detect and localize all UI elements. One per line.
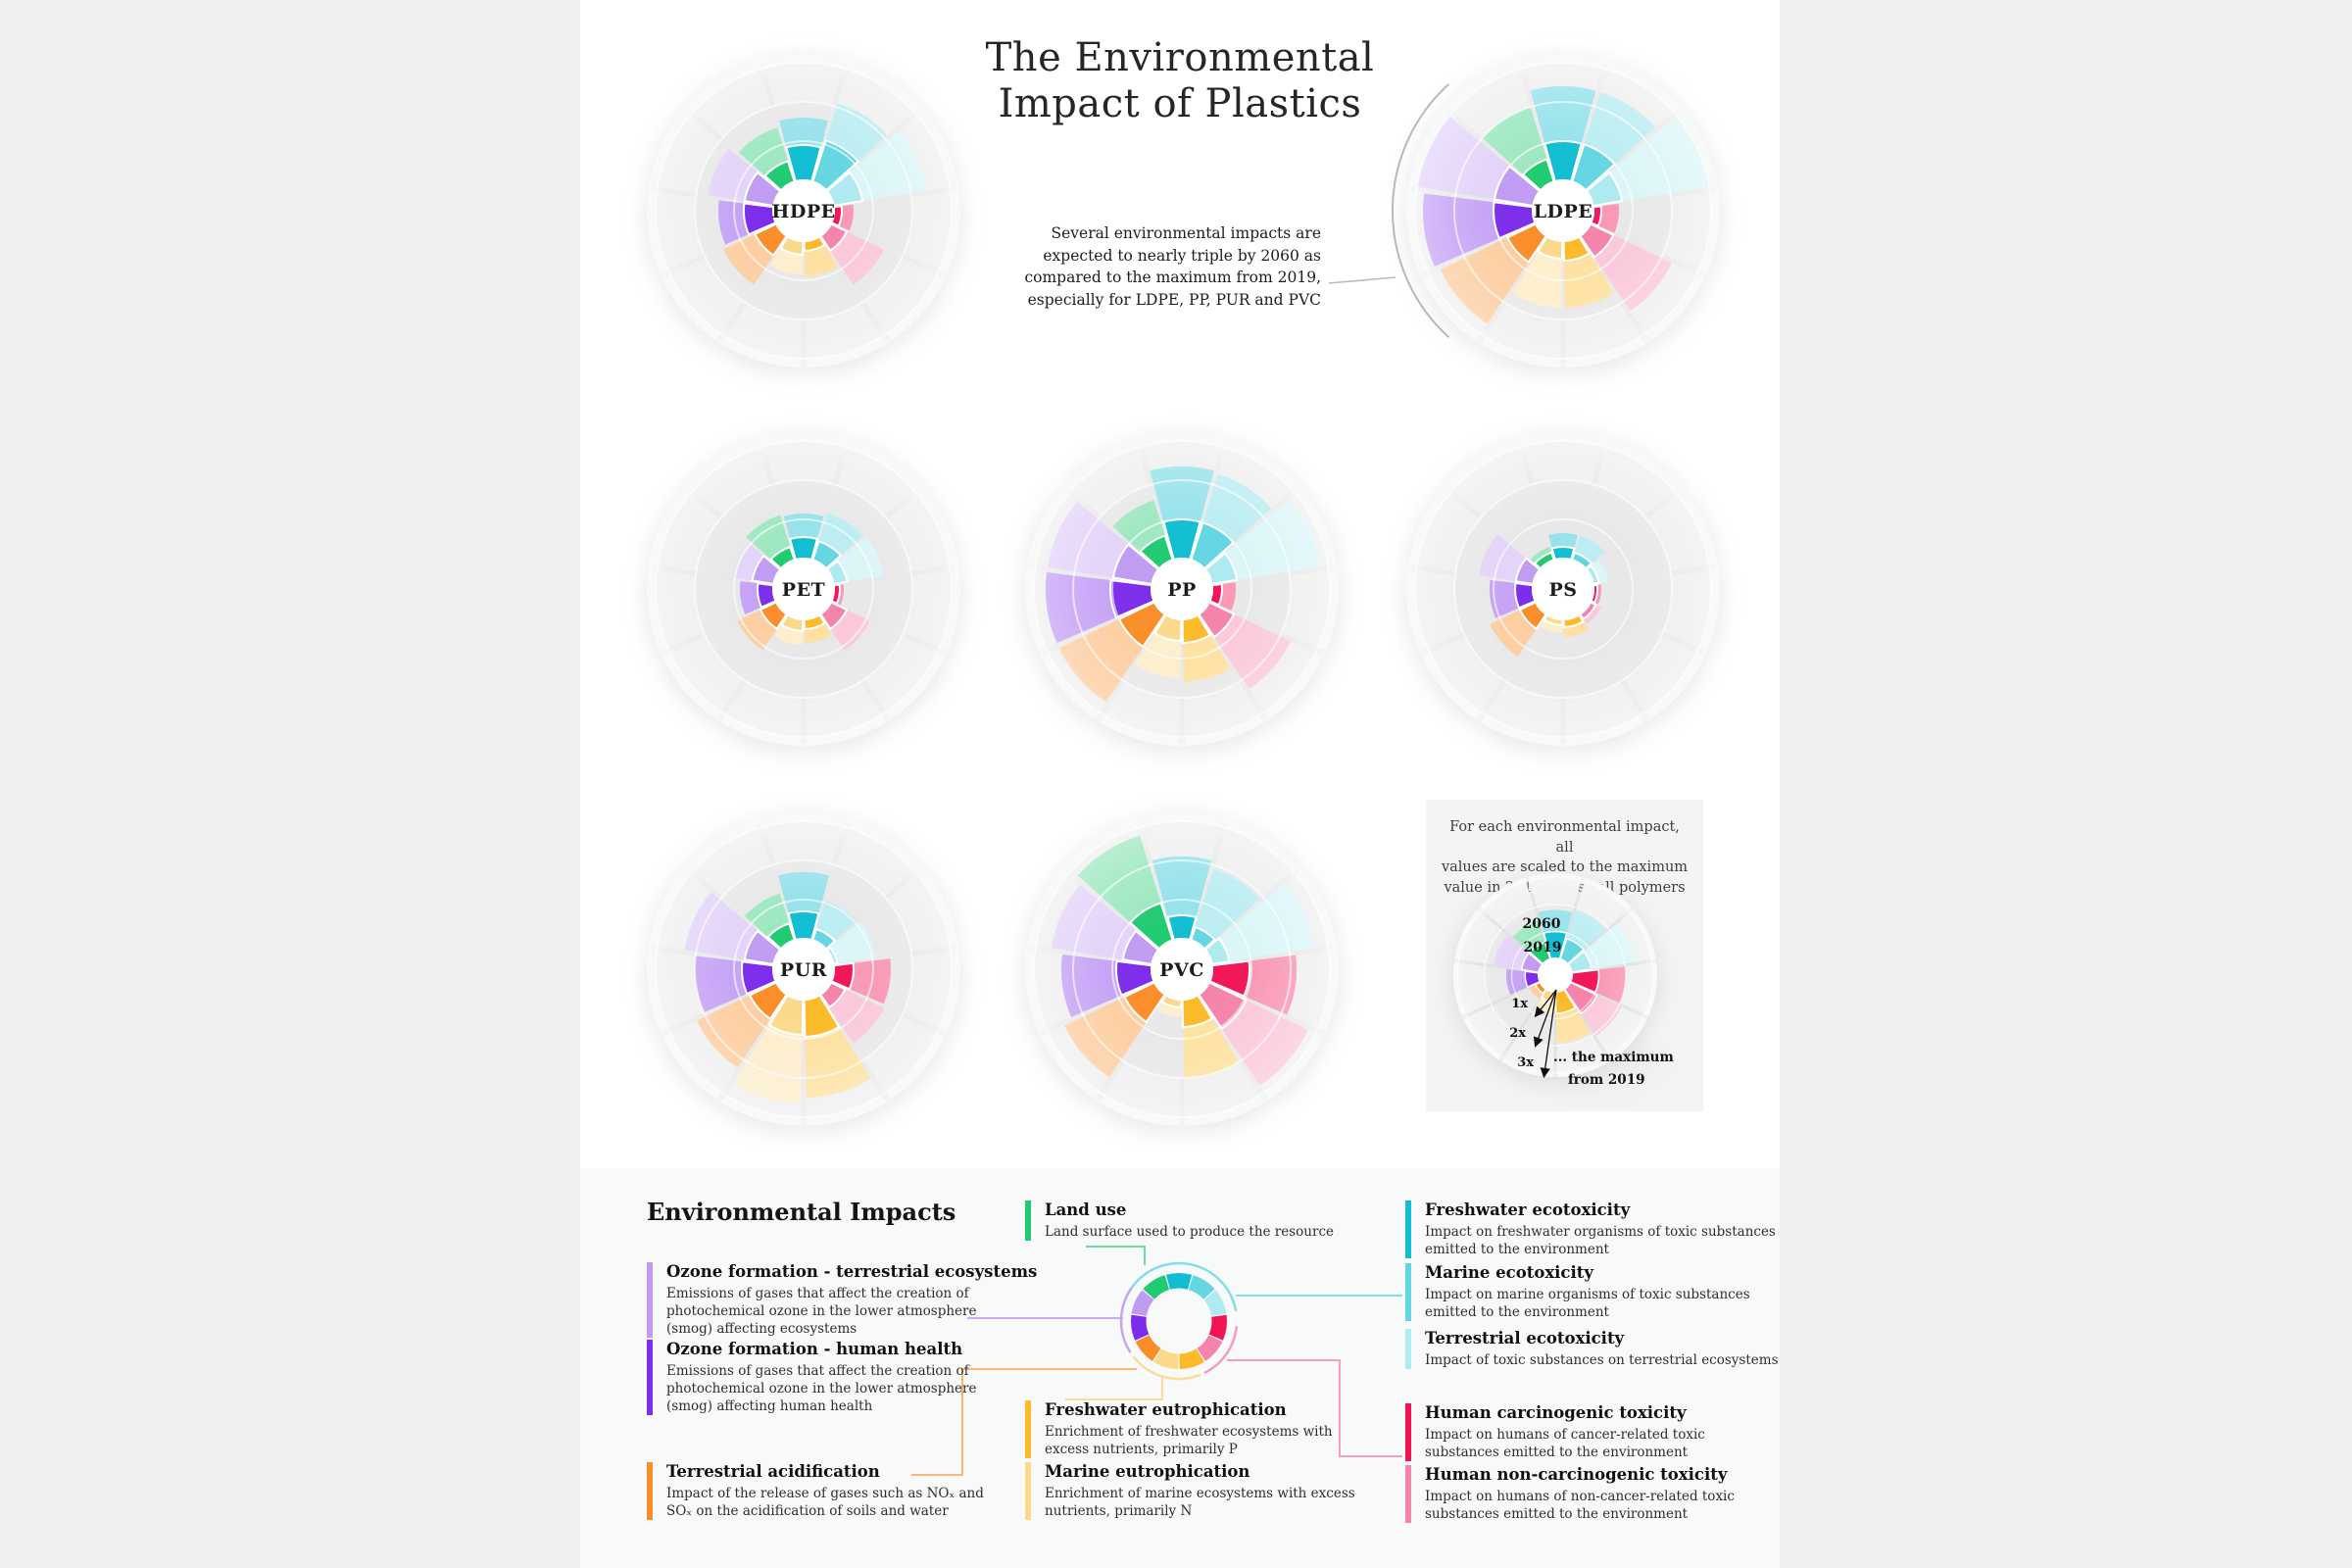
- legend-heading: Environmental Impacts: [647, 1198, 956, 1226]
- legend-item-title: Marine eutrophication: [1045, 1462, 1250, 1481]
- legend-item-desc: Impact of the release of gases such as N…: [666, 1486, 984, 1520]
- legend-item-title: Human non-carcinogenic toxicity: [1425, 1465, 1728, 1484]
- wheel-segment-land_use: [1143, 1275, 1170, 1299]
- key-insight-note: Several environmental impacts are expect…: [1024, 224, 1321, 309]
- radial-chart-PET: PET: [647, 432, 960, 746]
- radial-chart-PP: PP: [1025, 432, 1339, 746]
- legend-item-title: Land use: [1045, 1200, 1127, 1219]
- max-note-line1: ... the maximum: [1553, 1050, 1674, 1065]
- legend-item-human-carcinogenic: Human carcinogenic toxicity Impact on hu…: [1405, 1403, 1780, 1462]
- wheel-segment-marine_eutroph: [1153, 1348, 1179, 1369]
- wheel-segment-marine_ecotox: [1188, 1275, 1215, 1299]
- wheel-segment-fw_ecotox: [1165, 1273, 1193, 1290]
- legend-item-title: Human carcinogenic toxicity: [1425, 1403, 1687, 1422]
- wheel-segment-terr_acid: [1135, 1335, 1161, 1361]
- tick-1x: 1x: [1511, 997, 1528, 1011]
- radial-chart-PS: PS: [1406, 432, 1720, 746]
- legend-item-title: Freshwater eutrophication: [1045, 1400, 1287, 1419]
- max-note-line2: from 2019: [1568, 1072, 1644, 1088]
- legend-item-desc: Emissions of gases that affect the creat…: [666, 1363, 977, 1415]
- page-title-line1: The Environmental: [985, 35, 1375, 80]
- legend-item-freshwater-ecotoxicity: Freshwater ecotoxicity Impact on freshwa…: [1405, 1200, 1780, 1259]
- svg-text:HDPE: HDPE: [771, 201, 835, 222]
- legend-item-ozone-human: Ozone formation - human health Emissions…: [647, 1340, 998, 1416]
- svg-text:PVC: PVC: [1159, 959, 1204, 981]
- wheel-segment-ozone_human: [1131, 1314, 1150, 1341]
- legend-item-desc: Impact on humans of non-cancer-related t…: [1425, 1489, 1735, 1523]
- legend-item-desc: Land surface used to produce the resourc…: [1045, 1224, 1334, 1240]
- legend-item-title: Terrestrial ecotoxicity: [1425, 1329, 1625, 1348]
- wheel-segment-human_carc: [1208, 1314, 1227, 1341]
- legend-item-title: Terrestrial acidification: [666, 1462, 880, 1481]
- label-2060: 2060: [1523, 916, 1561, 932]
- legend-item-desc: Impact of toxic substances on terrestria…: [1425, 1352, 1779, 1368]
- tick-3x: 3x: [1517, 1055, 1534, 1070]
- legend-item-freshwater-eutrophication: Freshwater eutrophication Enrichment of …: [1025, 1400, 1368, 1459]
- label-2019: 2019: [1524, 940, 1562, 956]
- page-title: The Environmental Impact of Plastics: [580, 35, 1780, 127]
- svg-text:PET: PET: [782, 579, 825, 601]
- legend-item-ozone-terrestrial: Ozone formation - terrestrial ecosystems…: [647, 1262, 1038, 1339]
- legend-item-desc: Emissions of gases that affect the creat…: [666, 1286, 977, 1338]
- svg-text:PUR: PUR: [780, 959, 827, 981]
- legend-item-desc: Impact on humans of cancer-related toxic…: [1425, 1427, 1705, 1461]
- legend-item-desc: Enrichment of marine ecosystems with exc…: [1045, 1486, 1355, 1520]
- wheel-segment-fw_eutroph: [1179, 1348, 1204, 1369]
- legend-item-human-non-carcinogenic: Human non-carcinogenic toxicity Impact o…: [1405, 1465, 1780, 1524]
- legend-item-terrestrial-ecotoxicity: Terrestrial ecotoxicity Impact of toxic …: [1405, 1329, 1780, 1370]
- legend-item-title: Ozone formation - terrestrial ecosystems: [666, 1262, 1038, 1281]
- legend-item-title: Marine ecotoxicity: [1425, 1263, 1593, 1282]
- radial-chart-PUR: PUR: [647, 812, 960, 1126]
- radial-chart-HDPE: HDPE: [647, 54, 960, 368]
- wheel-segment-terr_ecotox: [1203, 1290, 1227, 1316]
- legend-item-title: Freshwater ecotoxicity: [1425, 1200, 1631, 1219]
- svg-text:PP: PP: [1167, 579, 1197, 601]
- legend-item-desc: Enrichment of freshwater ecosystems with…: [1045, 1424, 1333, 1458]
- legend-item-desc: Impact on freshwater organisms of toxic …: [1425, 1224, 1776, 1258]
- svg-text:PS: PS: [1548, 579, 1577, 601]
- legend-item-terrestrial-acidification: Terrestrial acidification Impact of the …: [647, 1462, 998, 1521]
- impact-color-wheel: [1119, 1261, 1238, 1381]
- radial-chart-sample: 2060 2019 1x 2x 3x ... the maximum from 2019: [1453, 873, 1674, 1088]
- wheel-segment-ozone_terr: [1131, 1290, 1154, 1316]
- radial-chart-PVC: PVC: [1025, 812, 1339, 1126]
- legend-item-desc: Impact on marine organisms of toxic subs…: [1425, 1287, 1750, 1321]
- legend-item-title: Ozone formation - human health: [666, 1340, 963, 1358]
- wheel-segment-human_ncarc: [1197, 1335, 1223, 1361]
- tick-2x: 2x: [1509, 1026, 1526, 1041]
- legend-item-marine-eutrophication: Marine eutrophication Enrichment of mari…: [1025, 1462, 1368, 1521]
- page-title-line2: Impact of Plastics: [998, 81, 1362, 127]
- legend-item-marine-ecotoxicity: Marine ecotoxicity Impact on marine orga…: [1405, 1263, 1780, 1322]
- legend-item-land-use: Land use Land surface used to produce th…: [1025, 1200, 1368, 1242]
- radial-chart-LDPE: LDPE: [1406, 54, 1720, 368]
- svg-text:LDPE: LDPE: [1534, 201, 1593, 222]
